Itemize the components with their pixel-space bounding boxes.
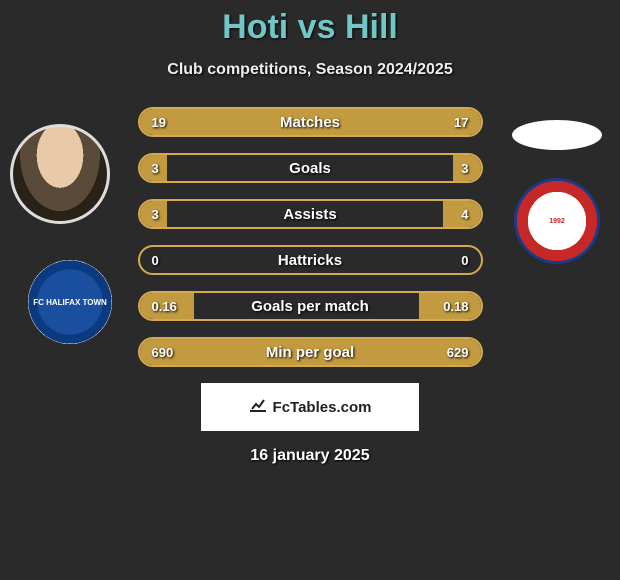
player2-avatar	[512, 120, 602, 150]
player1-club-badge: FC HALIFAX TOWN	[28, 260, 112, 344]
player2-club-badge: 1992	[514, 178, 600, 264]
badge1-text: FC HALIFAX TOWN	[33, 298, 107, 307]
stat-value-left: 19	[152, 115, 166, 130]
chart-icon	[249, 398, 267, 417]
badge2-year: 1992	[549, 218, 565, 225]
stats-container: 19 17 Matches 3 3 Goals 3 4 Assists 0 0 Hattricks 0.…	[138, 107, 483, 367]
stat-label: Goals per match	[251, 298, 369, 315]
stat-label: Goals	[289, 160, 331, 177]
stat-value-right: 629	[447, 345, 469, 360]
stat-bar: 3 3 Goals	[138, 153, 483, 183]
page-title: Hoti vs Hill	[0, 0, 620, 47]
stat-label: Hattricks	[278, 252, 342, 269]
stat-value-left: 3	[152, 207, 159, 222]
stat-label: Assists	[283, 206, 336, 223]
date-text: 16 january 2025	[0, 447, 620, 465]
subtitle: Club competitions, Season 2024/2025	[0, 61, 620, 79]
stat-bar: 0 0 Hattricks	[138, 245, 483, 275]
stat-bar: 3 4 Assists	[138, 199, 483, 229]
stat-bar: 0.16 0.18 Goals per match	[138, 291, 483, 321]
stat-value-left: 690	[152, 345, 174, 360]
stat-bar: 19 17 Matches	[138, 107, 483, 137]
stat-bar: 690 629 Min per goal	[138, 337, 483, 367]
stat-value-right: 0	[461, 253, 468, 268]
stat-value-right: 3	[461, 161, 468, 176]
footer-brand-text: FcTables.com	[273, 399, 372, 416]
stat-value-left: 3	[152, 161, 159, 176]
player1-avatar	[10, 124, 110, 224]
stat-value-left: 0.16	[152, 299, 177, 314]
stat-value-right: 4	[461, 207, 468, 222]
footer-brand-box: FcTables.com	[201, 383, 419, 431]
stat-label: Matches	[280, 114, 340, 131]
stat-value-right: 17	[454, 115, 468, 130]
stat-value-right: 0.18	[443, 299, 468, 314]
comparison-infographic: Hoti vs Hill Club competitions, Season 2…	[0, 0, 620, 580]
stat-value-left: 0	[152, 253, 159, 268]
stat-label: Min per goal	[266, 344, 354, 361]
